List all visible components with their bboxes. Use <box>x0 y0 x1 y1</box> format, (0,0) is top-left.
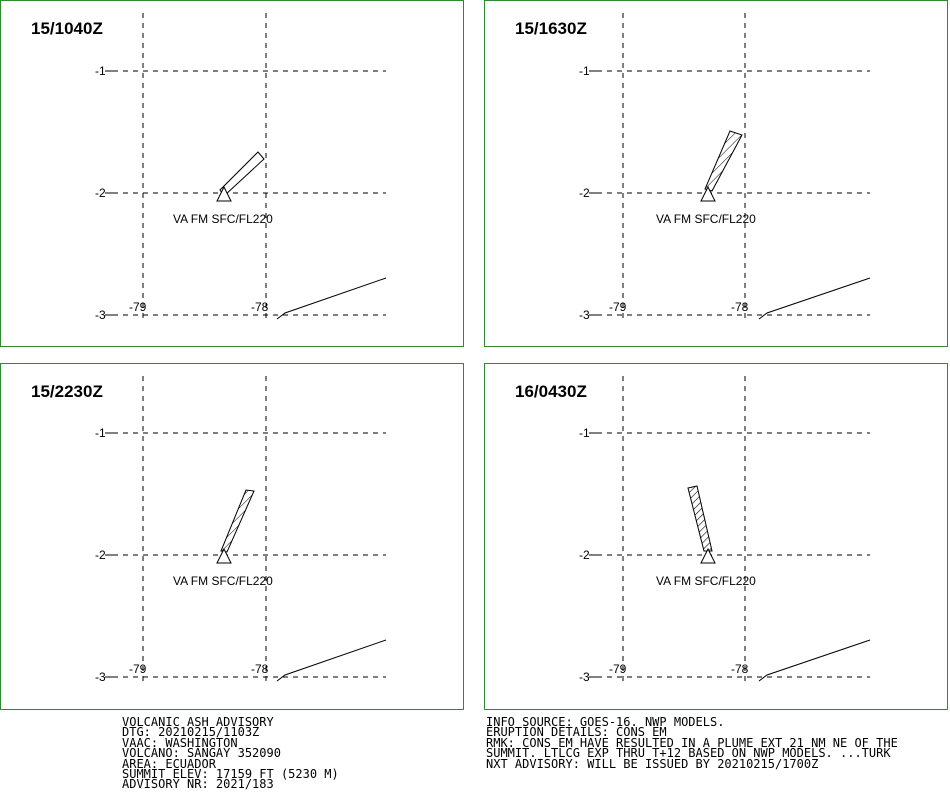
map-panel-3: 15/2230Z -1 -2 -3 -79 -78 VA FM SFC/FL22… <box>0 363 464 710</box>
panel-time-label: 15/2230Z <box>31 382 103 401</box>
advisory-line: DTG: 20210215/1103Z <box>122 725 260 740</box>
lat-tick-label: -1 <box>95 426 106 440</box>
map-canvas: -1 -2 -3 -79 -78 VA FM SFC/FL220 <box>579 376 871 684</box>
ash-plume <box>219 151 265 197</box>
advisory-line: VOLCANIC ASH ADVISORY <box>122 715 274 729</box>
coastline <box>276 277 387 320</box>
va-label: VA FM SFC/FL220 <box>656 212 756 226</box>
lat-tick-label: -1 <box>579 64 590 78</box>
lat-tick-label: -3 <box>95 670 106 684</box>
lon-tick-label: -79 <box>129 300 147 314</box>
ash-plume <box>220 489 255 553</box>
volcano-icon <box>700 547 716 564</box>
lon-tick-label: -79 <box>609 662 627 676</box>
advisory-line: ERUPTION DETAILS: CONS EM <box>486 725 667 740</box>
va-label: VA FM SFC/FL220 <box>173 212 273 226</box>
lat-tick-label: -3 <box>579 308 590 322</box>
panel-time-label: 15/1040Z <box>31 19 103 38</box>
advisory-line: SUMMIT ELEV: 17159 FT (5230 M) <box>122 767 339 782</box>
lon-tick-label: -79 <box>129 662 147 676</box>
lat-tick-label: -2 <box>579 186 590 200</box>
advisory-text-left: VOLCANIC ASH ADVISORY DTG: 20210215/1103… <box>122 715 339 792</box>
advisory-line: NXT ADVISORY: WILL BE ISSUED BY 20210215… <box>486 756 819 771</box>
volcano-icon <box>700 185 716 202</box>
lon-tick-label: -79 <box>609 300 627 314</box>
coastline <box>758 639 871 682</box>
advisory-line: AREA: ECUADOR <box>122 756 216 771</box>
lat-tick-label: -3 <box>95 308 106 322</box>
advisory-line: ADVISORY NR: 2021/183 <box>122 777 274 792</box>
map-panel-1: 15/1040Z -1 -2 -3 -79 -78 VA FM SFC/FL22… <box>0 0 464 347</box>
lat-tick-label: -1 <box>579 426 590 440</box>
map-panel-4: 16/0430Z -1 -2 -3 -79 -78 VA FM SFC/FL22… <box>484 363 948 710</box>
advisory-line: VAAC: WASHINGTON <box>122 735 238 750</box>
lat-tick-label: -3 <box>579 670 590 684</box>
advisory-line: VOLCANO: SANGAY 352090 <box>122 746 281 761</box>
ash-plume <box>687 485 713 552</box>
lon-tick-label: -78 <box>251 662 269 676</box>
lon-tick-label: -78 <box>731 300 749 314</box>
lon-tick-label: -78 <box>251 300 269 314</box>
lat-tick-label: -2 <box>95 548 106 562</box>
lat-tick-label: -2 <box>579 548 590 562</box>
va-label: VA FM SFC/FL220 <box>656 574 756 588</box>
volcano-icon <box>216 547 232 564</box>
coastline <box>758 277 871 320</box>
advisory-line: SUMMIT. LTLCG EXP THRU T+12 BASED ON NWP… <box>486 746 891 761</box>
map-canvas: -1 -2 -3 -79 -78 VA FM SFC/FL220 <box>579 13 871 322</box>
lat-tick-label: -2 <box>95 186 106 200</box>
ash-plume <box>704 130 743 192</box>
map-canvas: -1 -2 -3 -79 -78 VA FM SFC/FL220 <box>95 13 387 322</box>
coastline <box>276 639 387 682</box>
map-canvas: -1 -2 -3 -79 -78 VA FM SFC/FL220 <box>95 376 387 684</box>
lat-tick-label: -1 <box>95 64 106 78</box>
advisory-line: RMK: CONS EM HAVE RESULTED IN A PLUME EX… <box>486 735 898 750</box>
advisory-text-right: INFO SOURCE: GOES-16. NWP MODELS. ERUPTI… <box>486 715 898 771</box>
panel-time-label: 16/0430Z <box>515 382 587 401</box>
map-panel-2: 15/1630Z -1 -2 -3 -79 -78 VA FM SFC/FL22… <box>484 0 948 347</box>
panel-time-label: 15/1630Z <box>515 19 587 38</box>
volcano-icon <box>216 185 232 202</box>
lon-tick-label: -78 <box>731 662 749 676</box>
va-label: VA FM SFC/FL220 <box>173 574 273 588</box>
advisory-line: INFO SOURCE: GOES-16. NWP MODELS. <box>486 715 725 729</box>
